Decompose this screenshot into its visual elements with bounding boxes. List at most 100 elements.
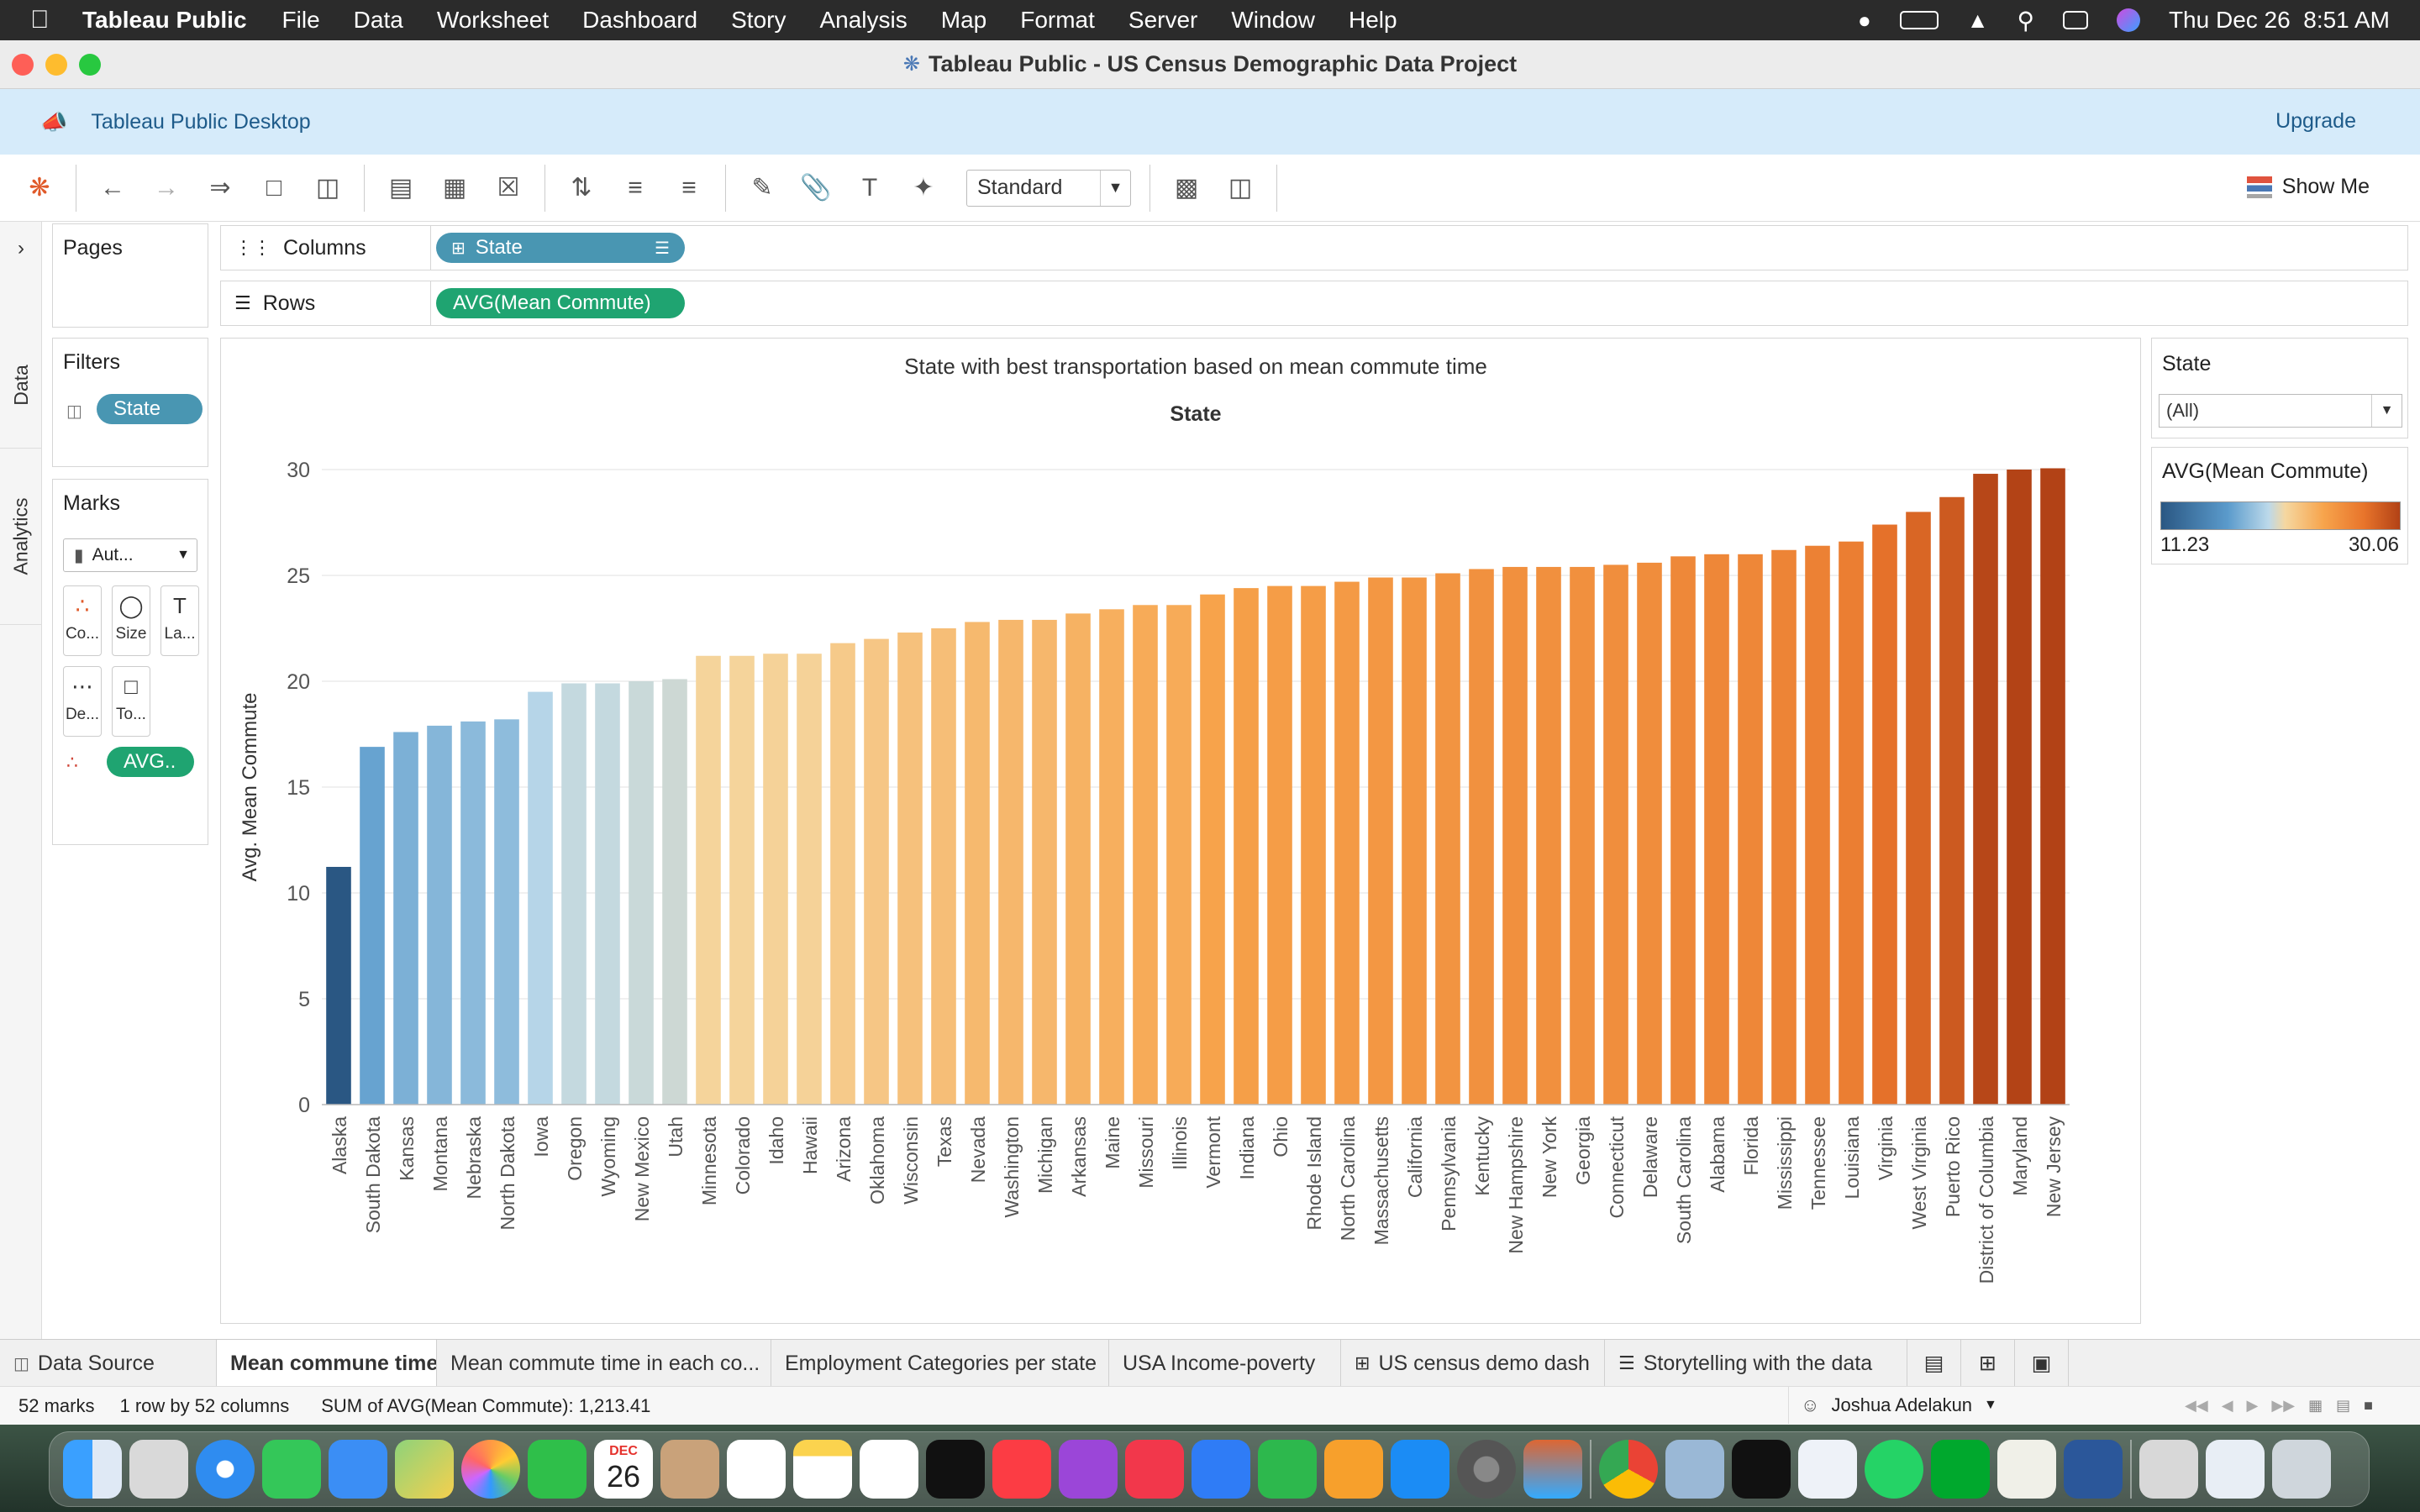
spotlight-search-icon[interactable]: ⚲ [2017,7,2034,34]
mark-type-select[interactable]: ▮ Aut... ▼ [63,538,197,572]
tab-employment-categories[interactable]: Employment Categories per state [771,1340,1109,1387]
group-members-icon[interactable]: 📎 [800,174,832,202]
marks-tooltip-button[interactable]: □ To... [112,666,150,737]
color-legend[interactable]: AVG(Mean Commute) 11.23 30.06 [2151,447,2408,564]
tab-mean-commute-each-county[interactable]: Mean commute time in each co... [437,1340,771,1387]
show-cards-icon[interactable]: ▩ [1174,174,1199,202]
menu-file[interactable]: File [281,7,320,33]
tableau-app-icon[interactable] [1798,1440,1857,1499]
tab-us-census-demo-dash[interactable]: ⊞ US census demo dash [1341,1340,1605,1387]
user-menu[interactable]: ☺ Joshua Adelakun ▼ [1788,1387,1997,1424]
last-sheet-icon[interactable]: ▶▶ [2271,1396,2296,1414]
recent-window-icon[interactable] [2206,1440,2265,1499]
rows-shelf[interactable]: ☰ Rows AVG(Mean Commute) [220,281,2408,326]
safari-icon[interactable] [196,1440,255,1499]
calendar-icon[interactable]: DEC 26 [594,1440,653,1499]
close-window-button[interactable] [12,54,34,76]
bar-chart-svg[interactable]: State with best transportation based on … [221,339,2142,1325]
tab-usa-income-poverty[interactable]: USA Income-poverty [1109,1340,1341,1387]
menu-help[interactable]: Help [1348,7,1397,33]
app-store-icon[interactable] [1391,1440,1449,1499]
replay-animation-icon[interactable]: ⇒ [209,174,231,202]
facetime-icon[interactable] [528,1440,587,1499]
marks-card[interactable]: Marks ▮ Aut... ▼ ∴ Co... ◯ Size T La... … [52,479,208,845]
launchpad-icon[interactable] [129,1440,188,1499]
apple-tv-icon[interactable] [926,1440,985,1499]
undo-icon[interactable]: ← [100,173,125,202]
system-settings-icon[interactable] [1457,1440,1516,1499]
reminders-icon[interactable] [727,1440,786,1499]
prev-sheet-icon[interactable]: ◀ [2221,1396,2233,1414]
marks-detail-button[interactable]: ⋯ De... [63,666,102,737]
expand-pane-button[interactable]: › [18,237,24,260]
pages-app-icon[interactable] [1324,1440,1383,1499]
messages-icon[interactable] [262,1440,321,1499]
notes-icon[interactable] [793,1440,852,1499]
menu-map[interactable]: Map [940,7,987,33]
terminal-icon[interactable] [1732,1440,1791,1499]
whatsapp-icon[interactable] [1865,1440,1923,1499]
upgrade-link[interactable]: Upgrade [2275,109,2356,133]
redo-icon[interactable]: → [154,173,179,202]
first-sheet-icon[interactable]: ◀◀ [2185,1396,2208,1414]
trash-icon[interactable] [2272,1440,2331,1499]
filter-pill-state[interactable]: State [97,394,203,424]
new-worksheet-icon[interactable]: ▤ [388,174,413,202]
filmstrip-view-icon[interactable]: ▦ [2308,1396,2323,1414]
show-mark-labels-icon[interactable]: T [861,173,878,202]
downloads-folder-icon[interactable] [2139,1440,2198,1499]
data-pane-tab[interactable]: Data [0,323,42,449]
show-me-button[interactable]: Show Me [2246,175,2370,199]
menubar-clock[interactable]: Thu Dec 26 8:51 AM [2168,7,2390,33]
new-worksheet-tab-icon[interactable]: ▤ [1907,1340,1961,1387]
tabs-view-icon[interactable]: ■ [2364,1396,2373,1414]
siri-icon[interactable] [2116,8,2140,32]
battery-icon[interactable] [1899,11,1939,29]
tableau-logo-icon[interactable]: ❋ [29,174,50,202]
new-dashboard-tab-icon[interactable]: ⊞ [1961,1340,2015,1387]
highlight-icon[interactable]: ✎ [751,174,773,202]
zoom-window-button[interactable] [79,54,101,76]
photos-icon[interactable] [461,1440,520,1499]
numbers-icon[interactable] [1258,1440,1317,1499]
keynote-icon[interactable] [1192,1440,1250,1499]
podcasts-icon[interactable] [1059,1440,1118,1499]
marks-field-pill[interactable]: AVG.. [107,747,194,777]
menu-window[interactable]: Window [1231,7,1315,33]
textedit-icon[interactable] [1997,1440,2056,1499]
columns-pill-state[interactable]: ⊞ State ☰ [436,233,685,263]
analytics-pane-tab[interactable]: Analytics [0,449,42,625]
new-data-source-icon[interactable]: ◫ [315,174,340,202]
duplicate-sheet-icon[interactable]: ▦ [442,174,467,202]
freeform-icon[interactable] [860,1440,918,1499]
menu-server[interactable]: Server [1128,7,1198,33]
maps-icon[interactable] [395,1440,454,1499]
save-icon[interactable]: □ [266,173,282,202]
swap-rows-columns-icon[interactable]: ⇅ [571,174,592,202]
chrome-icon[interactable] [1599,1440,1658,1499]
fix-axes-icon[interactable]: ✦ [913,174,934,202]
evernote-icon[interactable] [1931,1440,1990,1499]
next-sheet-icon[interactable]: ▶ [2246,1396,2259,1414]
sheet-nav-controls[interactable]: ◀◀ ◀ ▶ ▶▶ ▦ ▤ ■ [2185,1387,2373,1424]
control-center-icon[interactable] [2062,11,2088,29]
menu-app-name[interactable]: Tableau Public [82,7,247,33]
sorter-view-icon[interactable]: ▤ [2336,1396,2351,1414]
state-quick-filter[interactable]: State (All) ▼ [2151,338,2408,438]
menu-dashboard[interactable]: Dashboard [582,7,698,33]
menu-format[interactable]: Format [1020,7,1095,33]
word-icon[interactable] [2064,1440,2123,1499]
clear-sheet-icon[interactable]: ☒ [497,174,520,202]
contacts-icon[interactable] [660,1440,719,1499]
finder-icon[interactable] [63,1440,122,1499]
tab-mean-commune-time[interactable]: Mean commune time [217,1340,437,1387]
columns-shelf[interactable]: ⋮⋮ Columns ⊞ State ☰ [220,225,2408,270]
preview-icon[interactable] [1665,1440,1724,1499]
filters-card[interactable]: Filters ◫ State [52,338,208,467]
rows-pill-avg-mean-commute[interactable]: AVG(Mean Commute) [436,288,685,318]
evernote-status-icon[interactable]: ● [1857,7,1871,33]
presentation-mode-icon[interactable]: ◫ [1228,174,1253,202]
data-source-tab[interactable]: ◫ Data Source [0,1340,217,1387]
wifi-icon[interactable]: ▲ [1966,7,1989,33]
menu-worksheet[interactable]: Worksheet [436,7,550,33]
